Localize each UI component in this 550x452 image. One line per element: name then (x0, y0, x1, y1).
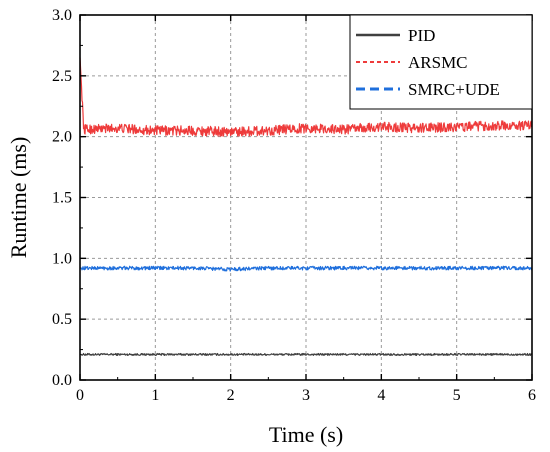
series-line-smrc-ude (79, 265, 533, 272)
y-tick-label: 0.0 (52, 372, 72, 389)
x-tick-label: 3 (302, 387, 310, 404)
legend-label-smrc-ude: SMRC+UDE (408, 80, 500, 99)
y-tick-label: 1.0 (52, 250, 72, 267)
series-line-arsmc (79, 57, 533, 137)
series-line-pid (79, 352, 533, 357)
series-layer (79, 57, 533, 357)
x-tick-label: 2 (227, 387, 235, 404)
x-tick-label: 6 (528, 387, 536, 404)
x-axis-title: Time (s) (269, 422, 343, 447)
x-tick-label: 4 (377, 387, 385, 404)
legend-item-arsmc: ARSMC (356, 53, 468, 72)
y-tick-label: 2.0 (52, 129, 72, 146)
y-tick-label: 1.5 (52, 190, 72, 207)
y-axis-title: Runtime (ms) (6, 137, 31, 259)
legend-label-arsmc: ARSMC (408, 53, 468, 72)
x-tick-label: 5 (453, 387, 461, 404)
legend-item-smrc-ude: SMRC+UDE (356, 80, 500, 99)
y-tick-label: 3.0 (52, 7, 72, 24)
x-tick-label: 1 (151, 387, 159, 404)
x-tick-label: 0 (76, 387, 84, 404)
y-tick-label: 2.5 (52, 68, 72, 85)
legend-label-pid: PID (408, 26, 435, 45)
y-tick-label: 0.5 (52, 311, 72, 328)
legend: PID ARSMC SMRC+UDE (349, 14, 533, 110)
legend-item-pid: PID (356, 26, 435, 45)
